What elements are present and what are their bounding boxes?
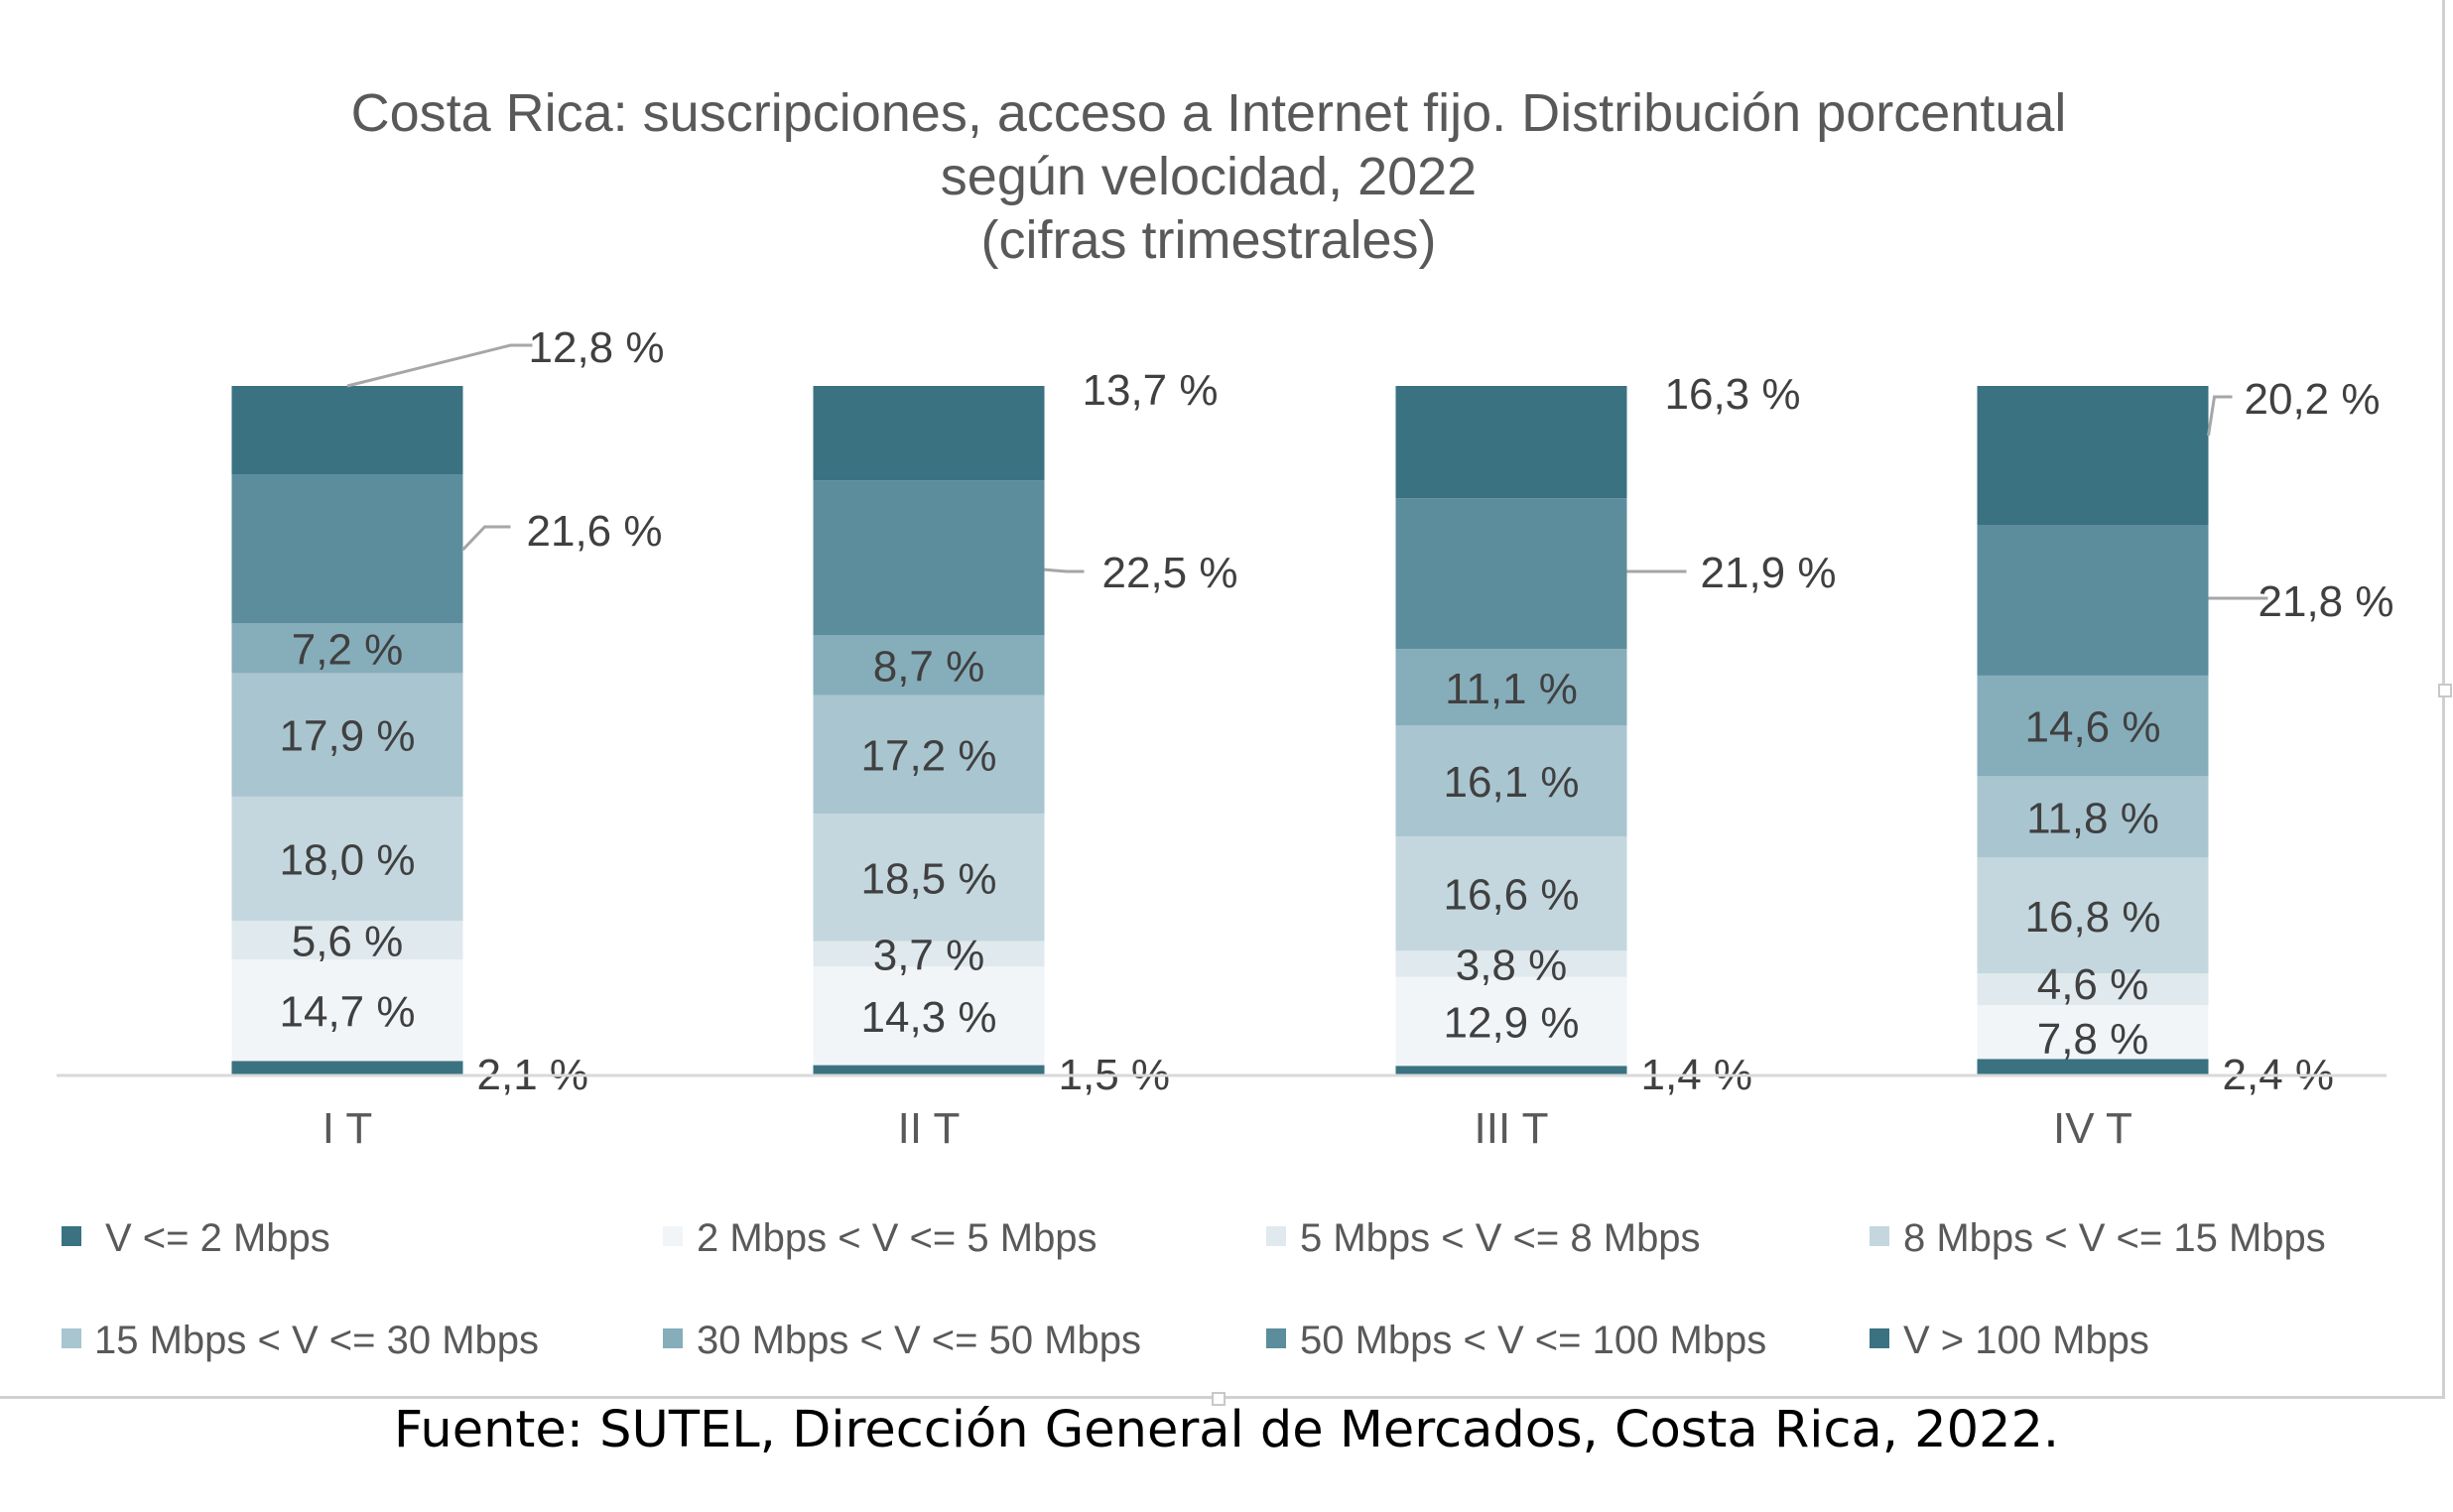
legend: V <= 2 Mbps 2 Mbps < V <= 5 Mbps 5 Mbps < … bbox=[62, 1216, 2326, 1362]
data-label: 21,6 % bbox=[527, 507, 663, 556]
data-label: 7,2 % bbox=[292, 625, 404, 674]
chart-title-line: Costa Rica: suscripciones, acceso a Inte… bbox=[351, 83, 2067, 143]
data-label: 12,8 % bbox=[529, 323, 665, 372]
bar-segment bbox=[231, 921, 463, 960]
bar-segment bbox=[813, 1065, 1045, 1075]
bar-segment bbox=[1395, 836, 1627, 951]
data-label: 5,6 % bbox=[292, 918, 404, 966]
data-label: 4,6 % bbox=[2037, 960, 2149, 1009]
bar-segment bbox=[1395, 649, 1627, 726]
data-label: 22,5 % bbox=[1102, 549, 1238, 597]
bar-segment bbox=[813, 814, 1045, 942]
label-leader-line bbox=[461, 525, 511, 552]
legend-label: 15 Mbps < V <= 30 Mbps bbox=[94, 1319, 539, 1362]
data-label: 8,7 % bbox=[873, 643, 985, 692]
legend-swatch bbox=[1870, 1328, 1889, 1348]
data-label: 18,5 % bbox=[861, 854, 997, 903]
data-labels: 2,1 %14,7 %5,6 %18,0 %17,9 %7,2 %21,6 %1… bbox=[280, 323, 2394, 1099]
bar-segment bbox=[1395, 950, 1627, 977]
bar-segment bbox=[1395, 1066, 1627, 1075]
label-leader-line bbox=[1044, 567, 1085, 573]
data-label: 16,1 % bbox=[1444, 758, 1580, 807]
bar-segment bbox=[231, 386, 463, 475]
bar-segment bbox=[231, 673, 463, 797]
bar-segment bbox=[1395, 976, 1627, 1067]
data-label: 11,1 % bbox=[1445, 665, 1578, 713]
bar-segment bbox=[813, 966, 1045, 1066]
bar-segment bbox=[1977, 386, 2209, 526]
legend-label: 2 Mbps < V <= 5 Mbps bbox=[697, 1216, 1097, 1260]
bar-segment bbox=[1977, 973, 2209, 1006]
bar-segment bbox=[1977, 1005, 2209, 1060]
data-label: 21,8 % bbox=[2259, 577, 2394, 626]
data-label: 17,2 % bbox=[861, 731, 997, 780]
legend-swatch bbox=[1266, 1226, 1286, 1246]
bar-segment bbox=[813, 941, 1045, 967]
x-tick-label: III T bbox=[1475, 1104, 1549, 1153]
source-note: Fuente: SUTEL, Dirección General de Merc… bbox=[393, 1401, 2060, 1459]
legend-swatch bbox=[62, 1328, 81, 1348]
data-label: 21,9 % bbox=[1701, 549, 1837, 597]
bar-segment bbox=[231, 623, 463, 674]
legend-swatch bbox=[62, 1226, 81, 1246]
chart-area: Costa Rica: suscripciones, acceso a Inte… bbox=[0, 0, 2445, 1399]
data-label: 3,7 % bbox=[873, 931, 985, 979]
bar-segment bbox=[813, 480, 1045, 636]
legend-label: V <= 2 Mbps bbox=[105, 1216, 330, 1260]
bar-segment bbox=[1395, 725, 1627, 837]
bar-segment bbox=[813, 694, 1045, 815]
data-label: 16,6 % bbox=[1444, 871, 1580, 920]
legend-swatch bbox=[1870, 1226, 1889, 1246]
bar-segment bbox=[1977, 525, 2209, 676]
bar-segment bbox=[231, 1061, 463, 1075]
data-label: 13,7 % bbox=[1083, 366, 1219, 415]
data-label: 12,9 % bbox=[1444, 998, 1580, 1047]
stacked-bar-chart: Costa Rica: suscripciones, acceso a Inte… bbox=[57, 83, 2394, 1362]
legend-swatch bbox=[663, 1226, 683, 1246]
x-tick-label: I T bbox=[323, 1104, 373, 1153]
data-label: 18,0 % bbox=[280, 836, 416, 885]
data-label: 3,8 % bbox=[1456, 942, 1568, 990]
data-label: 14,6 % bbox=[2025, 703, 2161, 752]
chart-title: Costa Rica: suscripciones, acceso a Inte… bbox=[351, 83, 2067, 270]
x-axis: I T II T III T IV T bbox=[57, 1073, 2387, 1153]
chart-title-line: según velocidad, 2022 bbox=[941, 147, 1477, 206]
bar-segment bbox=[1395, 386, 1627, 499]
data-label: 17,9 % bbox=[280, 712, 416, 761]
bar-segment bbox=[231, 474, 463, 624]
chart-title-line: (cifras trimestrales) bbox=[980, 210, 1436, 270]
legend-label: 30 Mbps < V <= 50 Mbps bbox=[697, 1319, 1141, 1362]
bar-segment bbox=[231, 796, 463, 922]
legend-label: 50 Mbps < V <= 100 Mbps bbox=[1300, 1319, 1766, 1362]
legend-label: V > 100 Mbps bbox=[1903, 1319, 2149, 1362]
x-tick-label: IV T bbox=[2053, 1104, 2132, 1153]
label-leader-line bbox=[2207, 395, 2233, 437]
bar-segment bbox=[813, 635, 1045, 695]
legend-label: 8 Mbps < V <= 15 Mbps bbox=[1903, 1216, 2326, 1260]
resize-handle-bottom[interactable] bbox=[1212, 1392, 1226, 1406]
bars bbox=[231, 386, 2209, 1075]
x-tick-label: II T bbox=[898, 1104, 961, 1153]
data-label: 16,8 % bbox=[2025, 893, 2161, 942]
label-leader-line bbox=[346, 343, 533, 388]
data-label: 14,7 % bbox=[280, 987, 416, 1036]
bar-segment bbox=[1977, 776, 2209, 858]
data-label: 16,3 % bbox=[1665, 370, 1801, 419]
bar-segment bbox=[1395, 498, 1627, 650]
bar-segment bbox=[231, 959, 463, 1062]
data-label: 20,2 % bbox=[2245, 375, 2381, 424]
bar-segment bbox=[813, 386, 1045, 481]
resize-handle-right[interactable] bbox=[2438, 684, 2452, 697]
data-label: 14,3 % bbox=[861, 993, 997, 1042]
legend-swatch bbox=[663, 1328, 683, 1348]
bar-segment bbox=[1977, 1059, 2209, 1075]
data-label: 11,8 % bbox=[2026, 794, 2159, 842]
bar-segment bbox=[1977, 675, 2209, 777]
legend-swatch bbox=[1266, 1328, 1286, 1348]
bar-segment bbox=[1977, 857, 2209, 974]
legend-label: 5 Mbps < V <= 8 Mbps bbox=[1300, 1216, 1701, 1260]
data-label: 7,8 % bbox=[2037, 1015, 2149, 1064]
